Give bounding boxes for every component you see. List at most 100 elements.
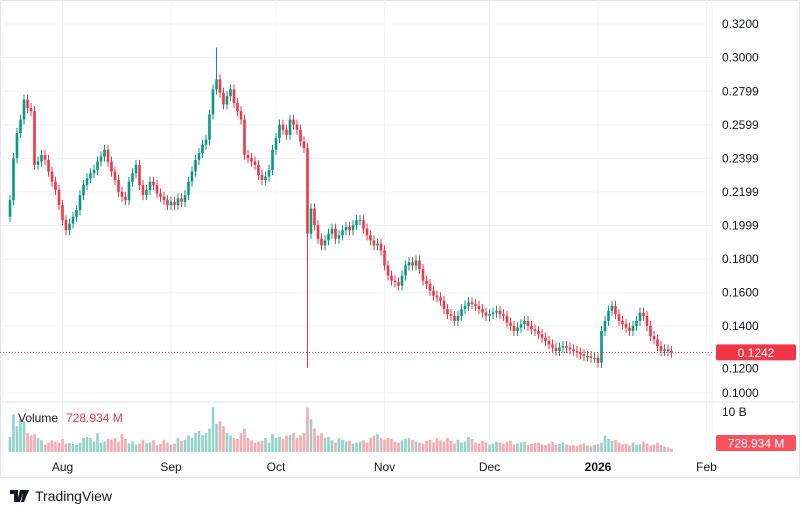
volume-bar xyxy=(358,441,362,452)
candle-body xyxy=(530,325,533,330)
volume-bar xyxy=(274,437,278,452)
volume-bar xyxy=(138,443,141,452)
volume-bar xyxy=(180,441,183,452)
volume-bar xyxy=(12,414,15,452)
volume-bar xyxy=(421,443,425,452)
candle-body xyxy=(575,351,579,353)
volume-bar xyxy=(582,443,586,452)
volume-bar xyxy=(47,442,50,452)
volume-bar xyxy=(530,444,533,452)
volume-bar xyxy=(509,440,512,452)
volume-bar xyxy=(600,442,603,452)
time-tick-label: Nov xyxy=(374,460,395,474)
candle-body xyxy=(243,119,246,155)
candle-body xyxy=(313,208,316,226)
candle-body xyxy=(495,310,498,313)
candle-body xyxy=(309,208,313,234)
candle-body xyxy=(323,240,327,246)
volume-bar xyxy=(652,444,656,452)
last-price-value: 0.1242 xyxy=(738,346,775,360)
brand-name: TradingView xyxy=(35,488,113,504)
volume-bar xyxy=(173,443,176,452)
candle-body xyxy=(197,153,201,160)
candle-body xyxy=(204,139,208,145)
volume-bar xyxy=(99,442,103,452)
volume-bar xyxy=(215,423,218,452)
volume-bar xyxy=(82,437,85,452)
volume-bar xyxy=(533,443,537,452)
candle-body xyxy=(110,161,113,172)
volume-value-badge-text: 728.934 M xyxy=(728,437,785,451)
candle-body xyxy=(43,154,47,160)
volume-bar xyxy=(439,440,442,452)
candle-body xyxy=(327,233,330,241)
volume-bar xyxy=(260,440,264,452)
volume-bar xyxy=(257,441,260,452)
candle-body xyxy=(337,235,341,239)
volume-bar xyxy=(253,442,257,452)
volume-bar xyxy=(516,443,519,452)
candle-body xyxy=(614,305,617,315)
volume-bar xyxy=(442,441,446,452)
volume-bar xyxy=(467,436,470,452)
candle-body xyxy=(288,119,292,135)
candle-body xyxy=(15,133,19,159)
candle-body xyxy=(260,174,264,180)
candle-body xyxy=(568,347,572,350)
volume-bar xyxy=(194,433,197,452)
volume-bar xyxy=(428,439,432,452)
candle-body xyxy=(439,297,442,301)
candle-body xyxy=(299,129,302,142)
tradingview-brand[interactable]: TradingView xyxy=(10,488,112,504)
volume-bar xyxy=(183,439,187,452)
volume-bar xyxy=(92,441,96,452)
candle-body xyxy=(491,312,495,315)
candle-body xyxy=(166,200,169,206)
volume-bar xyxy=(197,430,201,452)
price-tick-label: 0.1200 xyxy=(722,361,759,375)
volume-bar xyxy=(589,446,593,452)
candle-body xyxy=(649,325,652,336)
volume-bar xyxy=(617,442,621,452)
volume-bar xyxy=(593,444,596,452)
candle-body xyxy=(512,325,516,331)
volume-bar xyxy=(397,442,400,452)
volume-bar xyxy=(666,447,670,452)
candle-body xyxy=(526,320,530,326)
volume-bar xyxy=(313,428,316,452)
candle-body xyxy=(285,129,288,135)
volume-bar xyxy=(348,440,351,452)
candle-body xyxy=(355,220,358,226)
candle-body xyxy=(162,196,166,201)
volume-bar xyxy=(330,440,334,452)
candle-body xyxy=(670,351,673,353)
candle-body xyxy=(145,190,148,196)
candle-body xyxy=(428,283,432,291)
volume-bar xyxy=(113,437,117,452)
volume-bar xyxy=(393,441,397,452)
volume-bar xyxy=(449,440,453,452)
candle-body xyxy=(92,169,96,174)
candle-body xyxy=(120,191,124,197)
candle-body xyxy=(369,235,372,241)
volume-bar xyxy=(320,433,323,452)
price-axis[interactable]: 0.3200 0.3000 0.2799 0.2599 0.2399 0.2199 0.19… xyxy=(722,17,759,400)
volume-bar xyxy=(453,443,456,452)
candle-body xyxy=(593,357,596,359)
candle-body xyxy=(537,330,540,335)
candle-body xyxy=(435,295,439,298)
volume-bar xyxy=(29,435,33,452)
volume-bar xyxy=(306,407,309,452)
candle-body xyxy=(117,179,120,192)
candle-body xyxy=(565,346,568,348)
volume-bar xyxy=(145,443,148,452)
candle-body xyxy=(477,305,481,310)
candle-body xyxy=(589,356,593,358)
volume-bar xyxy=(15,426,19,452)
volume-bar xyxy=(649,445,652,452)
time-axis[interactable]: Aug Sep Oct Nov Dec 2026 Feb xyxy=(52,460,717,474)
volume-bar xyxy=(309,419,313,452)
candle-body xyxy=(596,357,600,363)
candle-body xyxy=(383,250,386,266)
